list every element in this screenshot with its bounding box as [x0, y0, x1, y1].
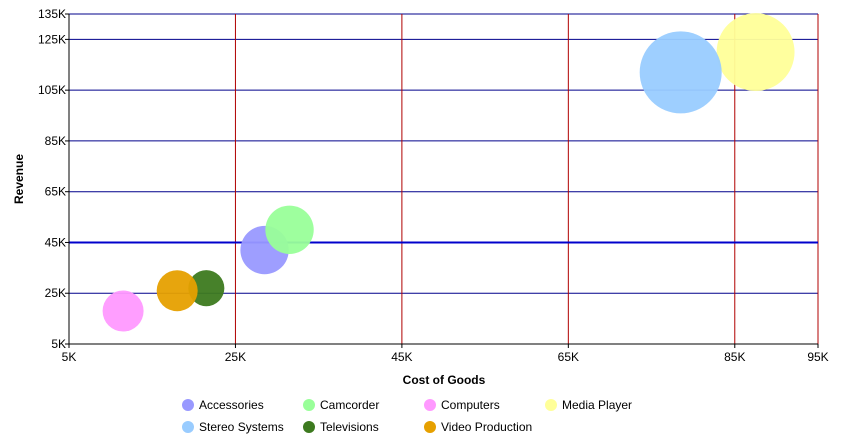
x-tick-label: 5K	[62, 350, 77, 364]
y-tick-label: 45K	[45, 235, 66, 249]
legend-label: Computers	[441, 398, 500, 412]
x-tick-label: 25K	[225, 350, 246, 364]
x-tick-label: 65K	[558, 350, 579, 364]
legend-marker	[182, 399, 194, 411]
legend-marker	[303, 399, 315, 411]
legend-label: Televisions	[320, 420, 379, 434]
legend-label: Accessories	[199, 398, 264, 412]
legend-marker	[424, 399, 436, 411]
y-tick-label: 105K	[38, 83, 66, 97]
bubble	[156, 270, 198, 312]
bubble	[639, 31, 722, 114]
legend-marker	[424, 421, 436, 433]
y-axis-title: Revenue	[12, 154, 26, 204]
bubble	[265, 205, 314, 254]
legend-marker	[545, 399, 557, 411]
legend-label: Video Production	[441, 420, 532, 434]
bubble	[188, 270, 225, 307]
x-axis-title: Cost of Goods	[403, 373, 486, 387]
legend-label: Camcorder	[320, 398, 379, 412]
bubble	[716, 13, 795, 92]
y-tick-label: 65K	[45, 185, 66, 199]
y-tick-label: 125K	[38, 32, 66, 46]
legend-label: Media Player	[562, 398, 632, 412]
bubble	[102, 290, 144, 332]
legend-marker	[303, 421, 315, 433]
legend-marker	[182, 421, 194, 433]
y-tick-label: 5K	[51, 337, 66, 351]
y-tick-label: 135K	[38, 7, 66, 21]
legend-label: Stereo Systems	[199, 420, 284, 434]
x-tick-label: 45K	[391, 350, 412, 364]
y-tick-label: 25K	[45, 286, 66, 300]
legend: Accessories Camcorder Computers Media Playe…	[182, 398, 632, 434]
x-tick-label: 95K	[807, 350, 828, 364]
x-tick-label: 85K	[724, 350, 745, 364]
y-tick-label: 85K	[45, 134, 66, 148]
